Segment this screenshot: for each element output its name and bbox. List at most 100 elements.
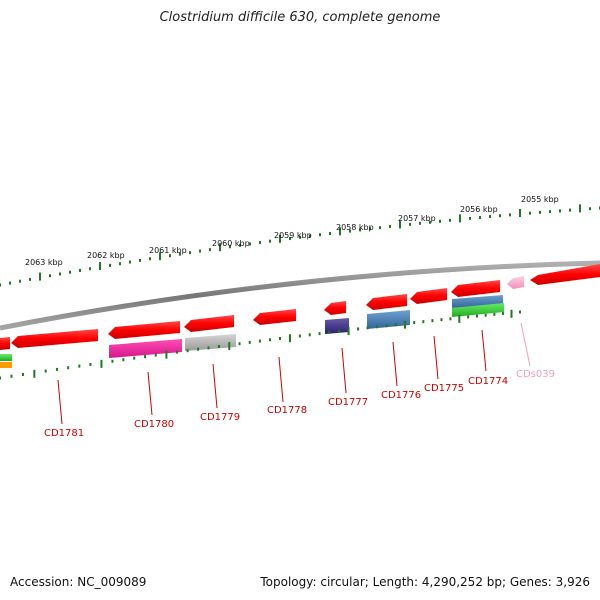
kbp-label: 2055 kbp <box>521 195 559 204</box>
gene-arrow[interactable] <box>324 301 346 315</box>
minor-tick <box>238 342 241 346</box>
minor-tick <box>144 355 146 359</box>
minor-tick <box>186 349 189 353</box>
minor-tick <box>9 281 11 285</box>
minor-tick <box>559 209 561 213</box>
minor-tick <box>55 367 58 371</box>
kbp-label: 2056 kbp <box>460 205 498 214</box>
leader-line <box>278 356 284 403</box>
minor-tick <box>449 317 452 321</box>
minor-tick <box>19 279 21 283</box>
leader-line <box>341 347 347 394</box>
gene-label[interactable]: CD1780 <box>134 419 174 430</box>
band-pink <box>109 339 182 358</box>
minor-tick <box>309 234 311 238</box>
minor-tick <box>394 323 397 327</box>
minor-tick <box>217 344 220 348</box>
map-title: Clostridium difficile 630, complete geno… <box>159 10 441 25</box>
minor-tick <box>318 332 321 336</box>
minor-tick <box>239 243 241 247</box>
gene-arrow[interactable] <box>451 280 500 297</box>
leader-line <box>481 329 487 372</box>
minor-tick <box>479 215 481 219</box>
band-blue <box>367 310 410 329</box>
minor-tick <box>176 350 179 354</box>
major-tick <box>404 320 406 329</box>
gene-label[interactable]: CD1777 <box>328 397 368 408</box>
minor-tick <box>69 270 71 274</box>
minor-tick <box>569 208 571 212</box>
minor-tick <box>529 211 531 215</box>
minor-tick <box>59 272 61 276</box>
gene-label[interactable]: CD1775 <box>424 383 464 394</box>
gene-arrow[interactable] <box>108 321 180 339</box>
minor-tick <box>259 241 261 245</box>
minor-tick <box>139 258 141 262</box>
gene-arrow[interactable] <box>366 294 407 310</box>
minor-tick <box>489 215 491 219</box>
minor-tick <box>319 233 321 237</box>
band-orange <box>0 362 12 368</box>
gene-arrow[interactable] <box>184 315 234 332</box>
minor-tick <box>440 318 443 322</box>
gene-label[interactable]: CD1774 <box>468 376 508 387</box>
minor-tick <box>359 228 361 232</box>
minor-tick <box>111 359 114 363</box>
minor-tick <box>149 257 151 261</box>
minor-tick <box>199 249 201 253</box>
minor-tick <box>79 268 81 272</box>
minor-tick <box>29 277 31 281</box>
minor-tick <box>10 374 13 378</box>
kbp-label: 2063 kbp <box>25 258 63 267</box>
minor-tick <box>67 366 70 370</box>
minor-tick <box>539 210 541 214</box>
minor-tick <box>169 254 171 258</box>
minor-tick <box>385 324 388 328</box>
minor-tick <box>467 315 470 319</box>
major-tick <box>579 204 581 213</box>
major-tick <box>339 227 341 236</box>
minor-tick <box>439 219 441 223</box>
minor-tick <box>431 319 434 323</box>
minor-tick <box>109 263 111 267</box>
gene-arrow[interactable] <box>410 288 447 304</box>
minor-tick <box>207 346 210 350</box>
gene-label[interactable]: CDs039 <box>516 369 555 380</box>
function-bands <box>0 295 504 368</box>
gene-label-group: CD1781CD1780CD1779CD1778CD1777CD1776CD17… <box>44 322 555 439</box>
gene-label[interactable]: CD1778 <box>267 405 307 416</box>
minor-tick <box>189 251 191 255</box>
major-tick <box>279 234 281 243</box>
band-green <box>452 303 504 317</box>
minor-tick <box>501 312 504 316</box>
minor-tick <box>519 310 521 314</box>
minor-tick <box>129 260 131 264</box>
minor-tick <box>484 313 487 317</box>
gene-label[interactable]: CD1776 <box>381 390 421 401</box>
minor-tick <box>119 262 121 266</box>
kbp-label: 2059 kbp <box>274 231 312 240</box>
gene-arrow[interactable] <box>530 264 600 285</box>
minor-tick <box>154 353 157 357</box>
gene-arrow[interactable] <box>0 337 10 350</box>
minor-tick <box>133 356 136 360</box>
kbp-label: 2058 kbp <box>336 223 374 232</box>
minor-tick <box>419 221 421 225</box>
major-tick <box>459 214 461 223</box>
gene-label[interactable]: CD1779 <box>200 412 240 423</box>
minor-tick <box>449 218 451 222</box>
minor-tick <box>549 210 551 214</box>
genome-backbone <box>0 260 600 331</box>
kbp-label-group: 2063 kbp 2062 kbp 2061 kbp 2060 kbp 2059 kbp… <box>25 195 559 267</box>
gene-arrow[interactable] <box>11 329 98 348</box>
gene-label[interactable]: CD1781 <box>44 428 84 439</box>
minor-tick <box>409 222 411 226</box>
major-tick <box>347 327 350 336</box>
gene-arrow[interactable] <box>253 309 296 325</box>
minor-tick <box>589 207 591 211</box>
minor-tick <box>249 242 251 246</box>
minor-tick <box>269 239 271 243</box>
cds-arrow[interactable] <box>507 276 524 289</box>
forward-strand-genes <box>0 264 600 350</box>
